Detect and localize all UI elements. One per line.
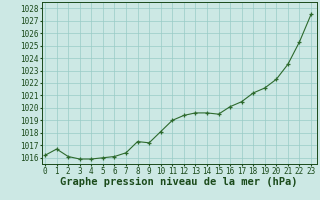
X-axis label: Graphe pression niveau de la mer (hPa): Graphe pression niveau de la mer (hPa) [60,177,298,187]
